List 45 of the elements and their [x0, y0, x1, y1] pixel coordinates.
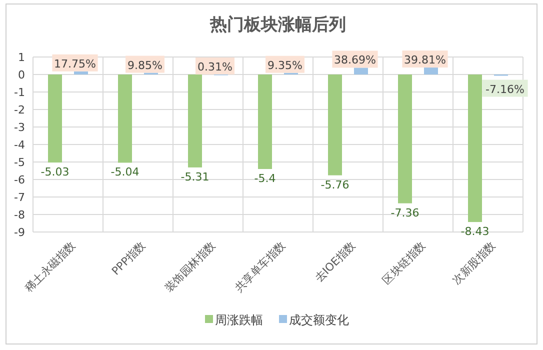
x-tick-label: PPP指数 — [109, 238, 148, 278]
data-label: -5.31 — [180, 170, 210, 184]
y-tick-label: -7 — [14, 191, 25, 204]
x-tick-label: 去IOE指数 — [312, 238, 358, 285]
bar — [74, 71, 88, 74]
x-tick-label: 共享单车指数 — [232, 238, 288, 295]
y-tick-label: -2 — [14, 104, 25, 116]
y-tick-label: -5 — [14, 156, 25, 169]
y-tick-label: -8 — [14, 208, 25, 222]
x-tick-label: 装饰园林指数 — [162, 238, 218, 295]
bar — [424, 68, 438, 74]
data-label: -7.16% — [486, 82, 524, 96]
data-label: 0.31% — [198, 60, 232, 74]
x-tick-label: 区块链指数 — [380, 238, 428, 288]
bar — [188, 74, 202, 168]
bar — [118, 74, 132, 163]
bar — [398, 74, 412, 204]
data-label: 17.75% — [54, 57, 96, 70]
data-label: 9.85% — [128, 58, 162, 72]
data-label: -8.43 — [460, 225, 490, 238]
y-tick-label: 1 — [18, 51, 25, 64]
bar — [354, 68, 368, 74]
data-label: -5.76 — [320, 178, 350, 192]
x-tick-label: 稀土永磁指数 — [22, 238, 78, 295]
y-tick-label: -3 — [14, 121, 25, 134]
data-label: -7.36 — [390, 206, 420, 220]
bar — [468, 74, 482, 222]
bar — [258, 74, 272, 169]
y-tick-label: -9 — [14, 226, 25, 239]
data-label: -5.03 — [40, 166, 70, 179]
bar — [328, 74, 342, 176]
legend-label: 周涨跌幅 — [215, 313, 263, 327]
data-label: 9.35% — [268, 58, 302, 72]
bar — [48, 74, 62, 163]
chart-title: 热门板块涨幅后列 — [209, 15, 346, 35]
y-tick-label: 0 — [18, 68, 25, 82]
data-label: -5.04 — [110, 166, 140, 179]
y-tick-label: -4 — [14, 138, 25, 152]
y-tick-label: -1 — [14, 86, 25, 99]
x-tick-label: 次新股指数 — [450, 238, 498, 288]
legend-label: 成交额变化 — [289, 313, 349, 327]
data-label: 38.69% — [334, 54, 376, 67]
data-label: -5.4 — [254, 172, 276, 185]
y-tick-label: -6 — [14, 174, 25, 186]
data-label: 39.81% — [404, 54, 446, 67]
